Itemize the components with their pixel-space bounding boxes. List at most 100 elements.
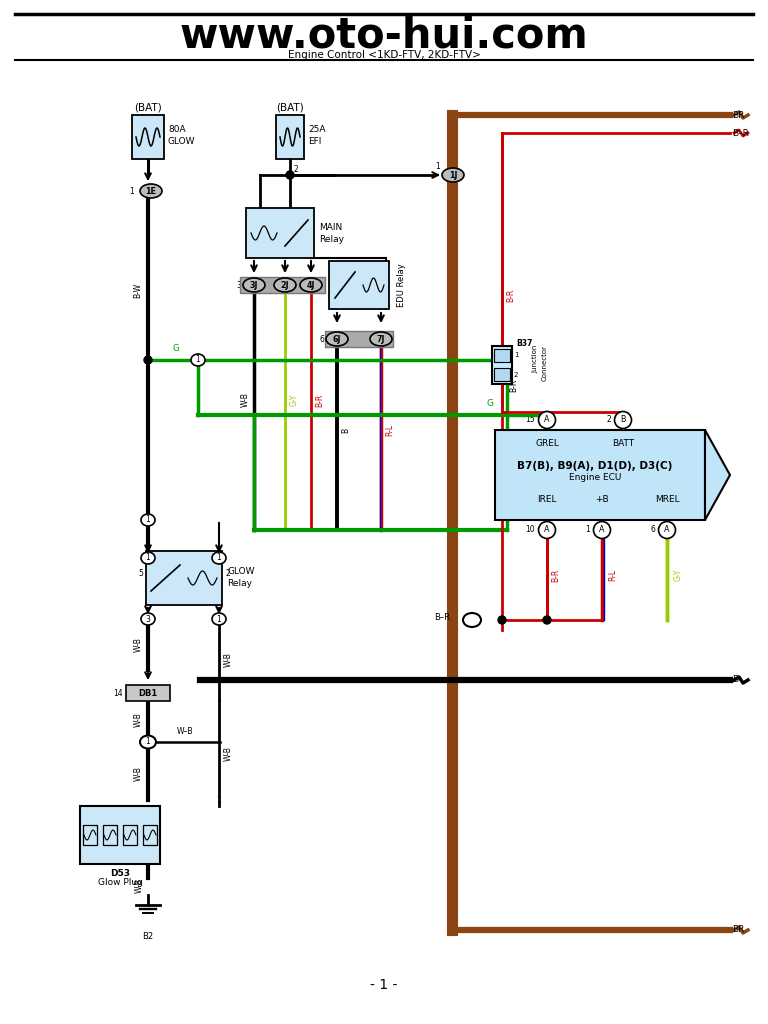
Ellipse shape xyxy=(212,613,226,625)
FancyBboxPatch shape xyxy=(240,278,325,293)
Text: Connector: Connector xyxy=(542,345,548,381)
Text: 1: 1 xyxy=(146,737,151,746)
Text: 1: 1 xyxy=(585,525,590,535)
Text: B-W: B-W xyxy=(134,283,143,298)
Text: 3J: 3J xyxy=(250,281,258,290)
Text: 3: 3 xyxy=(146,614,151,624)
Text: A: A xyxy=(599,525,604,535)
Bar xyxy=(83,825,97,845)
Text: 7: 7 xyxy=(363,335,368,343)
Text: B-R: B-R xyxy=(316,393,325,407)
Circle shape xyxy=(543,616,551,624)
FancyBboxPatch shape xyxy=(325,331,393,347)
Text: Engine Control <1KD-FTV, 2KD-FTV>: Engine Control <1KD-FTV, 2KD-FTV> xyxy=(287,50,481,60)
Text: 1: 1 xyxy=(217,614,221,624)
Text: Glow Plug: Glow Plug xyxy=(98,878,142,887)
Text: B-R: B-R xyxy=(509,379,518,391)
Text: 25A: 25A xyxy=(308,126,326,134)
Text: Engine ECU: Engine ECU xyxy=(569,473,621,482)
Text: 7J: 7J xyxy=(377,335,386,343)
Text: 2: 2 xyxy=(514,372,518,378)
Circle shape xyxy=(498,616,506,624)
Text: 4: 4 xyxy=(293,281,298,290)
Ellipse shape xyxy=(141,514,155,526)
Text: B37: B37 xyxy=(516,339,532,347)
Text: A: A xyxy=(545,416,550,425)
FancyBboxPatch shape xyxy=(146,551,222,605)
Text: www.oto-hui.com: www.oto-hui.com xyxy=(180,14,588,56)
Text: W-B: W-B xyxy=(134,767,143,781)
Text: BR: BR xyxy=(732,926,744,935)
Text: G: G xyxy=(486,399,494,408)
Text: 1: 1 xyxy=(146,554,151,562)
Text: 1E: 1E xyxy=(146,186,157,196)
Text: 4J: 4J xyxy=(306,281,315,290)
Circle shape xyxy=(144,356,152,364)
Ellipse shape xyxy=(140,184,162,198)
Text: - 1 -: - 1 - xyxy=(370,978,398,992)
Ellipse shape xyxy=(243,278,265,292)
Ellipse shape xyxy=(140,735,156,749)
Text: 5: 5 xyxy=(138,568,143,578)
Text: 1: 1 xyxy=(146,515,151,524)
Text: 3: 3 xyxy=(236,281,241,290)
FancyBboxPatch shape xyxy=(132,115,164,159)
Polygon shape xyxy=(705,430,730,520)
Text: B: B xyxy=(342,427,350,432)
Text: G-Y: G-Y xyxy=(674,568,683,582)
Text: B–R: B–R xyxy=(434,613,450,623)
Bar xyxy=(143,825,157,845)
FancyBboxPatch shape xyxy=(492,346,512,384)
Text: MAIN: MAIN xyxy=(319,222,343,231)
Bar xyxy=(123,825,137,845)
FancyBboxPatch shape xyxy=(246,208,314,258)
Ellipse shape xyxy=(370,332,392,346)
Text: EDU Relay: EDU Relay xyxy=(396,263,406,307)
Text: 1: 1 xyxy=(435,162,440,171)
Circle shape xyxy=(538,412,555,428)
FancyBboxPatch shape xyxy=(329,261,389,309)
Text: R-L: R-L xyxy=(608,569,617,581)
FancyBboxPatch shape xyxy=(276,115,304,159)
Text: GREL: GREL xyxy=(535,439,559,449)
Bar xyxy=(103,825,117,845)
FancyBboxPatch shape xyxy=(126,685,170,701)
Circle shape xyxy=(286,171,294,179)
Text: MREL: MREL xyxy=(654,496,680,505)
Text: W-B: W-B xyxy=(134,879,144,893)
Bar xyxy=(494,368,510,381)
Text: G: G xyxy=(173,344,179,353)
Text: 1: 1 xyxy=(129,186,134,196)
Text: 2: 2 xyxy=(294,166,299,174)
Ellipse shape xyxy=(274,278,296,292)
Ellipse shape xyxy=(326,332,348,346)
Ellipse shape xyxy=(300,278,322,292)
Text: DB1: DB1 xyxy=(138,688,157,697)
Text: BATT: BATT xyxy=(612,439,634,449)
Text: 14: 14 xyxy=(114,688,123,697)
Circle shape xyxy=(658,521,676,539)
FancyBboxPatch shape xyxy=(80,806,160,864)
Ellipse shape xyxy=(141,613,155,625)
Text: D53: D53 xyxy=(110,869,130,878)
Text: GLOW: GLOW xyxy=(168,137,196,146)
Text: 1: 1 xyxy=(196,355,200,365)
Text: 15: 15 xyxy=(525,416,535,425)
Text: BR: BR xyxy=(732,111,744,120)
Text: B7(B), B9(A), D1(D), D3(C): B7(B), B9(A), D1(D), D3(C) xyxy=(518,461,673,471)
Text: 2: 2 xyxy=(267,281,272,290)
Text: 2: 2 xyxy=(225,568,230,578)
Bar xyxy=(494,349,510,362)
Text: R-L: R-L xyxy=(386,424,395,436)
FancyBboxPatch shape xyxy=(495,430,705,520)
Text: B-R: B-R xyxy=(551,568,561,582)
Ellipse shape xyxy=(442,168,464,182)
Circle shape xyxy=(614,412,631,428)
Text: (BAT): (BAT) xyxy=(134,102,162,112)
Text: 1: 1 xyxy=(514,352,518,358)
Ellipse shape xyxy=(141,552,155,564)
Text: B: B xyxy=(621,416,626,425)
Text: 80A: 80A xyxy=(168,126,186,134)
Text: 10: 10 xyxy=(525,525,535,535)
Text: W-B: W-B xyxy=(240,392,250,408)
